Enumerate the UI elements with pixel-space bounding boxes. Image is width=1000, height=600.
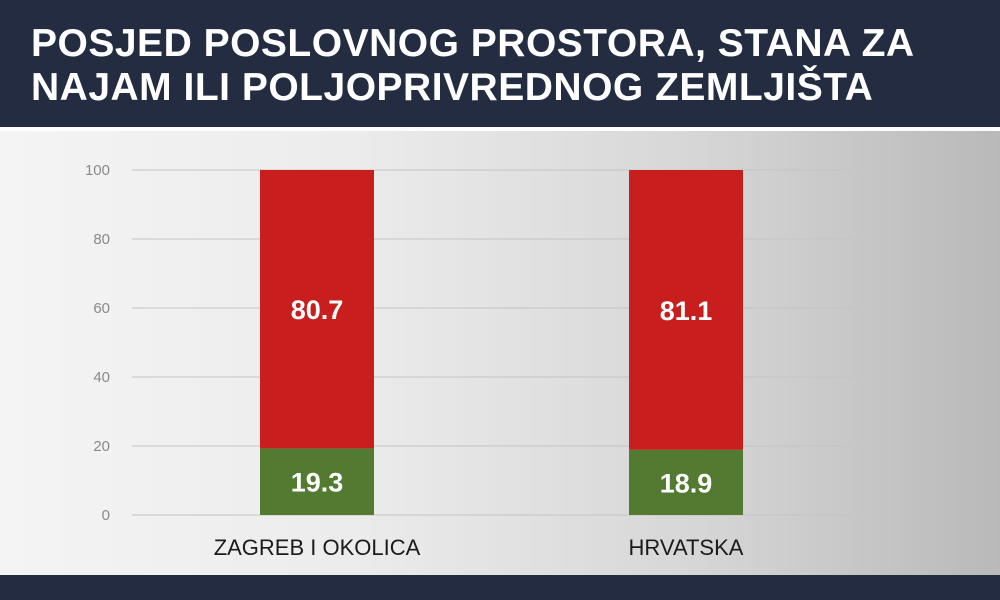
chart-title: POSJED POSLOVNOG PROSTORA, STANA ZA NAJA… [31, 22, 914, 109]
y-tick-label: 60 [93, 300, 110, 317]
y-tick-label: 100 [85, 162, 110, 179]
data-label: 18.9 [660, 468, 713, 498]
stacked-bar-chart: 0 20 40 60 80 100 19.3 80.7 ZAGREB I OKOLICA 18.9… [85, 162, 867, 560]
x-category-label: ZAGREB I OKOLICA [214, 535, 421, 560]
data-label: 80.7 [291, 295, 344, 325]
bar-segment [629, 449, 743, 515]
chart-panel: 0 20 40 60 80 100 19.3 80.7 ZAGREB I OKOLICA 18.9… [0, 131, 1000, 575]
y-tick-label: 0 [102, 507, 110, 524]
y-tick-label: 80 [93, 231, 110, 248]
bar-segment [260, 170, 374, 449]
data-label: 81.1 [660, 296, 713, 326]
y-tick-label: 20 [93, 438, 110, 455]
bar-segment [629, 170, 743, 450]
footer-band [0, 575, 1000, 600]
y-tick-label: 40 [93, 369, 110, 386]
header-divider [0, 127, 1000, 131]
data-label: 19.3 [291, 468, 344, 498]
bar-segment [260, 448, 374, 515]
x-category-label: HRVATSKA [629, 535, 744, 560]
header-band: POSJED POSLOVNOG PROSTORA, STANA ZA NAJA… [0, 0, 1000, 127]
